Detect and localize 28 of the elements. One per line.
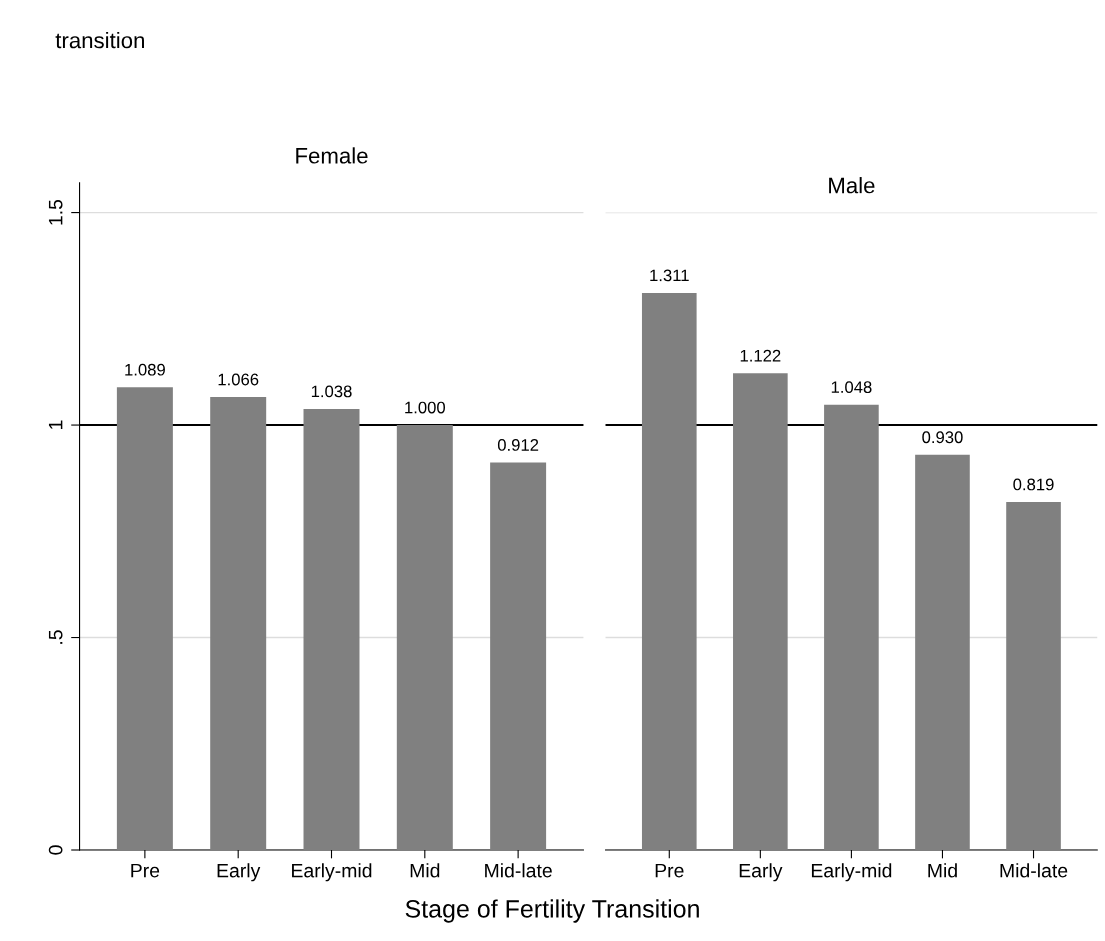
y-tick-label: 1: [48, 420, 63, 429]
data-label: 1.311: [650, 269, 689, 282]
data-label: 1.000: [405, 401, 446, 414]
x-tick-label: Pre: [655, 863, 684, 878]
data-label: 1.089: [125, 363, 165, 376]
x-tick-label: Mid: [928, 863, 957, 878]
y-tick-label: .5: [48, 630, 63, 644]
chart-title: Female: [296, 147, 368, 164]
data-label: 1.048: [831, 381, 872, 394]
data-label: 0.912: [497, 439, 539, 451]
x-tick-label: Early-mid: [292, 863, 372, 882]
x-tick-label: Pre: [131, 863, 160, 878]
y-tick-label: 0: [48, 845, 63, 855]
text: transition: [55, 31, 144, 49]
x-tick-label: Early: [739, 863, 783, 882]
y-tick-label: 1.5: [48, 199, 63, 225]
x-tick-label: Early: [217, 863, 261, 882]
chart-title: Male: [829, 177, 875, 194]
data-label: 1.066: [218, 373, 259, 386]
x-axis-title: Stage of Fertility Transition: [405, 899, 699, 923]
x-tick-label: Mid-late: [485, 863, 552, 878]
data-label: 1.038: [311, 385, 352, 398]
x-tick-label: Mid: [410, 863, 440, 878]
data-label: 0.819: [1013, 478, 1054, 491]
data-label: 0.930: [922, 431, 963, 444]
x-tick-label: Early-mid: [811, 863, 892, 882]
data-label: 1.122: [740, 349, 781, 362]
x-tick-label: Mid-late: [1000, 863, 1068, 878]
